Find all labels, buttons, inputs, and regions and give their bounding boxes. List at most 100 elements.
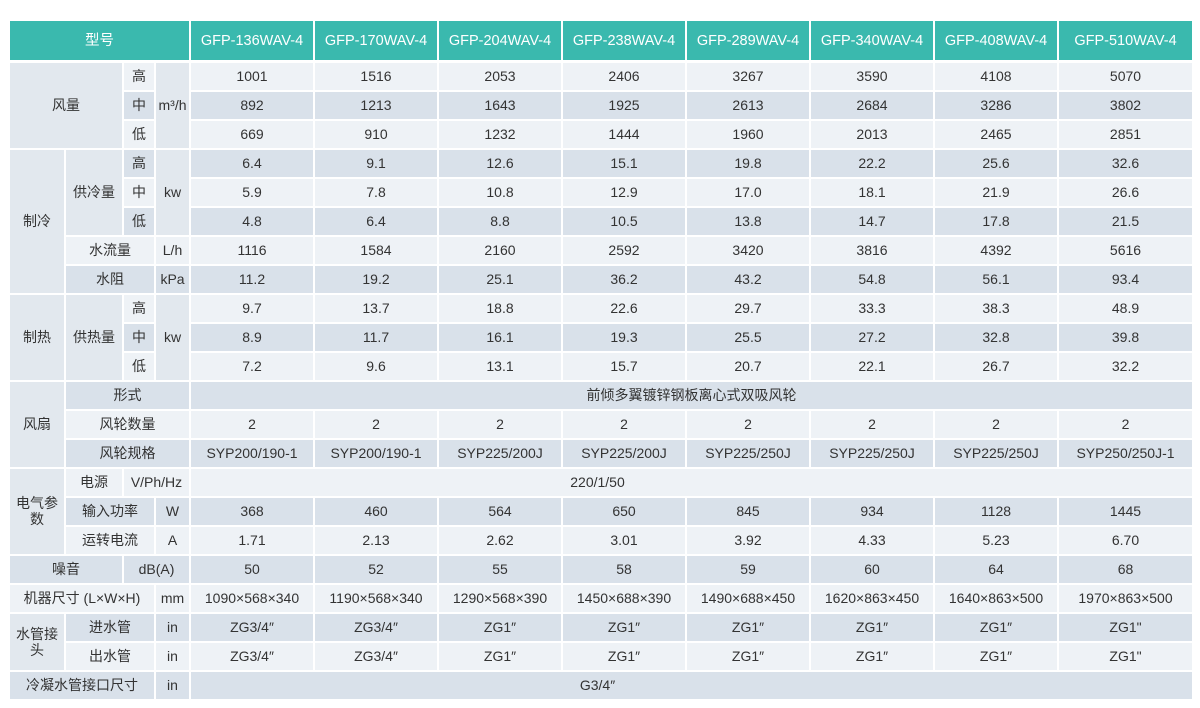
table-header: 型号 GFP-136WAV-4 GFP-170WAV-4 GFP-204WAV-4 GF… — [8, 19, 1194, 63]
row-label-cooling: 制冷 — [8, 147, 66, 295]
value-cell: 59 — [685, 553, 811, 585]
value-cell: ZG1″ — [809, 611, 935, 643]
value-cell: 5070 — [1057, 60, 1194, 92]
value-cell: SYP250/250J-1 — [1057, 437, 1194, 469]
table-row: 风轮规格 SYP200/190-1 SYP200/190-1 SYP225/200J S… — [9, 437, 1194, 469]
value-cell: 845 — [685, 495, 811, 527]
value-cell: ZG1″ — [685, 640, 811, 672]
unit-label: A — [154, 524, 191, 556]
value-cell: ZG1" — [1057, 611, 1194, 643]
value-cell: 1620×863×450 — [809, 582, 935, 614]
value-cell: 2 — [189, 408, 315, 440]
row-label-fan-type: 形式 — [64, 379, 191, 411]
value-cell: 18.8 — [437, 292, 563, 324]
table-row: 输入功率 W 368 460 564 650 845 934 1128 1445 — [9, 495, 1194, 527]
value-cell: SYP225/200J — [437, 437, 563, 469]
value-cell: 6.70 — [1057, 524, 1194, 556]
value-cell: 22.2 — [809, 147, 935, 179]
value-cell: 2.62 — [437, 524, 563, 556]
value-cell: 1445 — [1057, 495, 1194, 527]
value-cell: 19.2 — [313, 263, 439, 295]
value-cell: 54.8 — [809, 263, 935, 295]
value-cell: 12.6 — [437, 147, 563, 179]
row-label-heating-capacity: 供热量 — [64, 292, 124, 382]
value-cell: 1001 — [189, 60, 315, 92]
value-cell: 9.7 — [189, 292, 315, 324]
value-cell: 36.2 — [561, 263, 687, 295]
value-cell: 4.8 — [189, 205, 315, 237]
value-cell: 10.5 — [561, 205, 687, 237]
table-row: 中 892 1213 1643 1925 2613 2684 3286 3802 — [9, 89, 1194, 121]
value-cell: 650 — [561, 495, 687, 527]
value-cell: SYP225/250J — [809, 437, 935, 469]
unit-label: V/Ph/Hz — [122, 466, 191, 498]
spec-table: 型号 GFP-136WAV-4 GFP-170WAV-4 GFP-204WAV-4 GF… — [8, 19, 1194, 701]
value-cell: 5616 — [1057, 234, 1194, 266]
table-row: 风量高 m³/h 1001 1516 2053 2406 3267 3590 4108 5070 — [8, 60, 1194, 150]
value-cell: 5.23 — [933, 524, 1059, 556]
value-cell: 4392 — [933, 234, 1059, 266]
value-cell: 1643 — [437, 89, 563, 121]
value-cell: 1640×863×500 — [933, 582, 1059, 614]
value-cell: SYP225/250J — [685, 437, 811, 469]
speed-low-label: 低 — [122, 205, 156, 237]
value-cell: 1925 — [561, 89, 687, 121]
row-label-water-resistance: 水阻 — [64, 263, 156, 295]
value-cell: 9.1 — [313, 147, 439, 179]
value-cell: 3267 — [685, 60, 811, 92]
fan-type-value: 前倾多翼镀锌钢板离心式双吸风轮 — [189, 379, 1194, 411]
value-cell: 934 — [809, 495, 935, 527]
table-row: 噪音 dB(A) 50 52 55 58 59 60 64 68 — [8, 553, 1194, 585]
row-label-noise: 噪音 — [8, 553, 124, 585]
value-cell: 2 — [809, 408, 935, 440]
value-cell: 11.2 — [189, 263, 315, 295]
value-cell: 2 — [1057, 408, 1194, 440]
value-cell: ZG1″ — [685, 611, 811, 643]
value-cell: 1516 — [313, 60, 439, 92]
table-row: 低 7.2 9.6 13.1 15.7 20.7 22.1 26.7 32.2 — [9, 350, 1194, 382]
row-label-wheel-spec: 风轮规格 — [64, 437, 191, 469]
value-cell: 19.3 — [561, 321, 687, 353]
value-cell: 564 — [437, 495, 563, 527]
value-cell: 18.1 — [809, 176, 935, 208]
value-cell: 93.4 — [1057, 263, 1194, 295]
speed-high-label: 高 — [122, 147, 156, 179]
table-row: 中 5.9 7.8 10.8 12.9 17.0 18.1 21.9 26.6 — [9, 176, 1194, 208]
value-cell: 13.1 — [437, 350, 563, 382]
value-cell: 1213 — [313, 89, 439, 121]
value-cell: 60 — [809, 553, 935, 585]
value-cell: 58 — [561, 553, 687, 585]
value-cell: ZG3/4″ — [313, 611, 439, 643]
value-cell: 3286 — [933, 89, 1059, 121]
value-cell: 892 — [189, 89, 315, 121]
value-cell: 43.2 — [685, 263, 811, 295]
value-cell: 39.8 — [1057, 321, 1194, 353]
header-row: 型号 GFP-136WAV-4 GFP-170WAV-4 GFP-204WAV-4 GF… — [8, 19, 1194, 63]
power-supply-value: 220/1/50 — [189, 466, 1194, 498]
value-cell: 11.7 — [313, 321, 439, 353]
value-cell: 1290×568×390 — [437, 582, 563, 614]
value-cell: SYP200/190-1 — [313, 437, 439, 469]
value-cell: 1.71 — [189, 524, 315, 556]
value-cell: 20.7 — [685, 350, 811, 382]
value-cell: 1128 — [933, 495, 1059, 527]
value-cell: 15.1 — [561, 147, 687, 179]
value-cell: 22.1 — [809, 350, 935, 382]
model-column-title: 型号 — [8, 19, 191, 63]
value-cell: ZG1″ — [809, 640, 935, 672]
value-cell: 55 — [437, 553, 563, 585]
value-cell: 15.7 — [561, 350, 687, 382]
unit-label: kw — [154, 292, 191, 382]
table-row: 冷凝水管接口尺寸 in G3/4″ — [8, 669, 1194, 701]
value-cell: ZG3/4″ — [189, 640, 315, 672]
column-header-model: GFP-136WAV-4 — [189, 19, 315, 63]
unit-label: W — [154, 495, 191, 527]
speed-mid-label: 中 — [122, 176, 156, 208]
table-row: 风扇 形式 前倾多翼镀锌钢板离心式双吸风轮 — [8, 379, 1194, 469]
row-label-input-power: 输入功率 — [64, 495, 156, 527]
value-cell: SYP225/200J — [561, 437, 687, 469]
row-label-outlet-pipe: 出水管 — [64, 640, 156, 672]
row-label-heating: 制热 — [8, 292, 66, 382]
value-cell: 2160 — [437, 234, 563, 266]
